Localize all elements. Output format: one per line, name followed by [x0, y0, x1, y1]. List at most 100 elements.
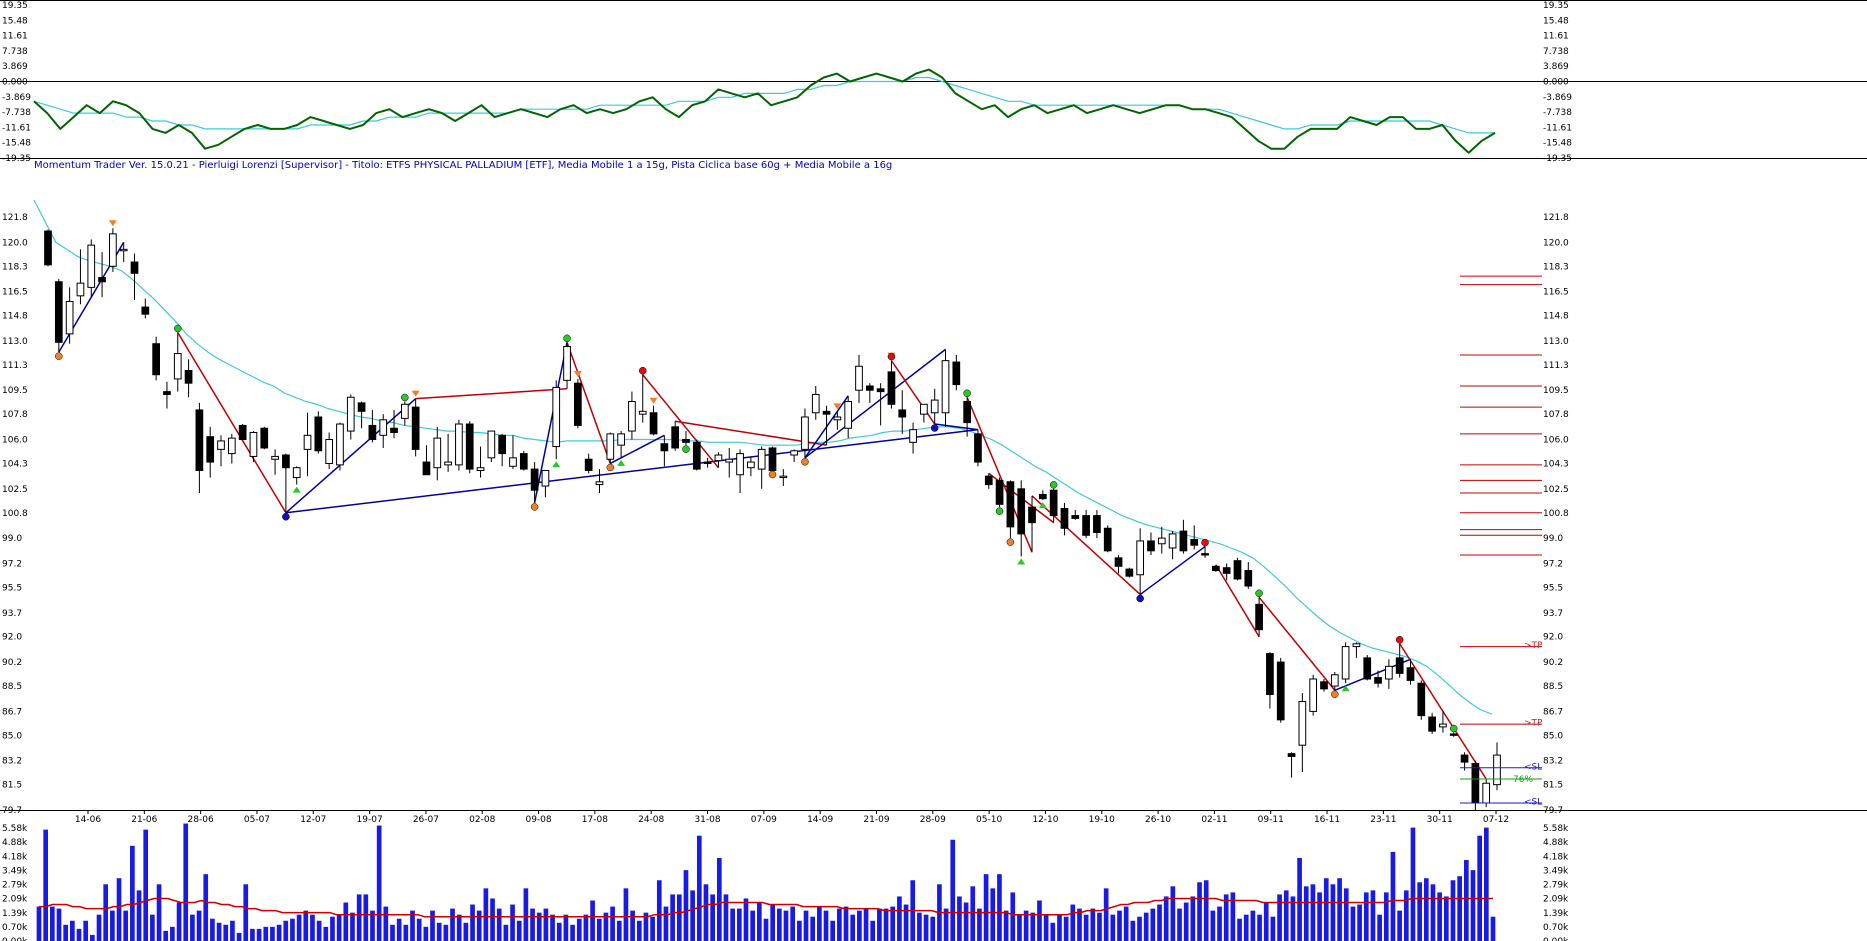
volume-bar [1390, 851, 1396, 941]
volume-bar [903, 904, 909, 941]
volume-bar [250, 928, 255, 941]
volume-tick-label-right: 5.58k [1543, 824, 1569, 834]
volume-bar [363, 894, 369, 941]
candle-up [292, 467, 301, 479]
volume-bar [797, 920, 802, 941]
volume-bar [890, 906, 896, 941]
volume-bar [110, 910, 115, 941]
candle-up [1136, 540, 1145, 576]
volume-bar [636, 920, 642, 941]
volume-bar [1317, 892, 1322, 941]
volume-bar [103, 884, 109, 941]
volume-bar [1157, 904, 1162, 941]
date-tick-label: 12-07 [300, 815, 326, 825]
volume-bar [156, 884, 162, 941]
volume-bar [123, 910, 129, 941]
osc-tick-label-left: -15.48 [2, 139, 31, 149]
volume-bar [736, 908, 742, 941]
osc-tick-label-right: 19.35 [1543, 1, 1569, 11]
volume-bar [1423, 878, 1429, 941]
volume-bar [190, 914, 195, 941]
volume-bar [877, 908, 882, 941]
candle-up [509, 457, 517, 467]
candle-up [109, 233, 117, 267]
candle-up [1168, 533, 1177, 549]
volume-bar [210, 918, 215, 941]
candle-up [303, 434, 312, 450]
candle-down [465, 423, 474, 470]
signal-marker-green [963, 389, 971, 398]
price-tick-label-left: 106.0 [2, 436, 28, 446]
candle-down [1049, 489, 1058, 517]
volume-bar [1490, 916, 1496, 941]
candle-up [563, 346, 571, 381]
price-tick-label-right: 88.5 [1543, 682, 1563, 692]
candle-down [498, 434, 507, 455]
trend-line-down [566, 342, 612, 464]
candle-down [865, 385, 874, 391]
candle-down [1017, 488, 1026, 535]
volume-bar [463, 922, 469, 941]
signal-marker-orange [1006, 538, 1015, 546]
volume-bar [590, 900, 595, 941]
candle-down [995, 479, 1004, 505]
signal-marker-orange [801, 458, 809, 466]
price-tick-label-right: 106.0 [1543, 436, 1569, 446]
volume-bar [730, 908, 735, 941]
volume-bar [83, 920, 89, 941]
candle-down [1320, 681, 1328, 690]
volume-bar [1357, 904, 1362, 941]
volume-bar [203, 874, 209, 941]
volume-bar [756, 902, 762, 941]
price-tick-label-left: 121.8 [2, 213, 28, 223]
price-tick-label-left: 88.5 [2, 682, 22, 692]
volume-bar [563, 914, 569, 941]
volume-bar [1443, 896, 1449, 941]
volume-bar [990, 888, 996, 941]
volume-bar [490, 898, 495, 941]
volume-bar [716, 857, 722, 941]
volume-bar [1110, 914, 1116, 941]
osc-tick-label-right: -3.869 [1543, 93, 1572, 103]
volume-bar [410, 910, 415, 941]
volume-bar [857, 910, 862, 941]
volume-tick-label-left: 0.70k [2, 923, 28, 933]
volume-bar [596, 918, 602, 941]
volume-bar [1483, 827, 1489, 941]
candle-up [173, 353, 182, 380]
candle-down [1374, 677, 1382, 684]
volume-bar [290, 918, 295, 941]
candle-up [487, 430, 496, 459]
osc-tick-label-left: -19.35 [2, 154, 31, 164]
candle-up [595, 481, 604, 486]
volume-bar [516, 920, 522, 941]
volume-bar [650, 916, 655, 941]
candle-up [725, 458, 734, 463]
price-tick-label-left: 109.5 [2, 386, 28, 396]
volume-bar [1383, 892, 1389, 941]
volume-tick-label-left: 4.88k [2, 838, 28, 848]
osc-tick-label-right: 7.738 [1543, 47, 1569, 57]
signal-marker-orange [1331, 690, 1339, 699]
volume-bar [430, 910, 435, 941]
date-tick-label: 07-09 [751, 815, 777, 825]
candle-up [476, 467, 485, 472]
volume-bar [503, 924, 509, 941]
signal-marker-blue [1136, 594, 1144, 603]
trend-line-up [533, 342, 568, 504]
signal-marker-red [1201, 538, 1209, 547]
osc-tick-label-right: 3.869 [1543, 62, 1569, 72]
volume-bar [950, 839, 956, 941]
volume-bar [196, 910, 202, 941]
candle-down [1211, 565, 1220, 572]
volume-bar [763, 918, 769, 941]
candle-up [65, 300, 74, 335]
volume-bar [1463, 859, 1469, 941]
signal-marker-green [995, 507, 1004, 515]
price-tick-label-right: 104.3 [1543, 459, 1569, 469]
volume-bar [323, 926, 329, 941]
candle-down [206, 436, 215, 463]
signal-marker-green [1017, 558, 1026, 565]
signal-marker-orange [530, 503, 539, 511]
candle-up [844, 400, 853, 429]
